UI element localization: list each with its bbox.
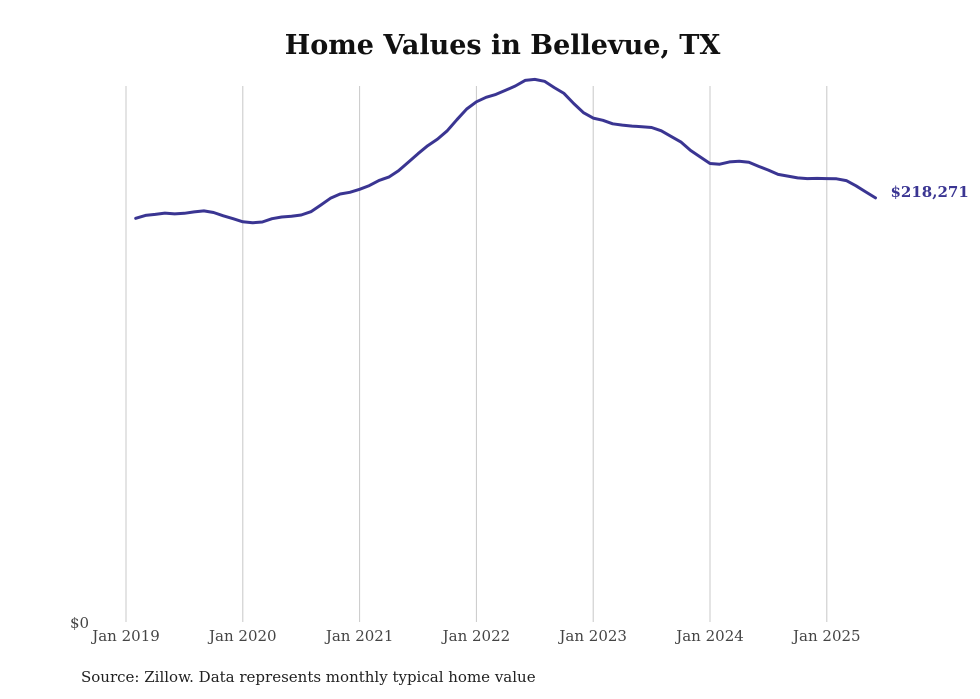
x-tick-label: Jan 2025: [791, 627, 861, 645]
end-value-label: $218,271: [891, 183, 969, 201]
x-tick-label: Jan 2022: [441, 627, 511, 645]
y-tick-label: $0: [70, 614, 89, 632]
gridlines: [125, 86, 828, 622]
chart-title: Home Values in Bellevue, TX: [284, 30, 721, 61]
source-note: Source: Zillow. Data represents monthly …: [81, 668, 536, 686]
x-axis-ticks: Jan 2019 Jan 2020 Jan 2021 Jan 2022 Jan 2023…: [90, 627, 860, 645]
x-tick-label: Jan 2021: [324, 627, 394, 645]
series-points: [134, 78, 877, 224]
x-tick-label: Jan 2024: [674, 627, 744, 645]
x-tick-label: Jan 2020: [207, 627, 277, 645]
x-tick-label: Jan 2023: [557, 627, 627, 645]
series-line: [134, 77, 877, 225]
x-tick-label: Jan 2019: [90, 627, 160, 645]
